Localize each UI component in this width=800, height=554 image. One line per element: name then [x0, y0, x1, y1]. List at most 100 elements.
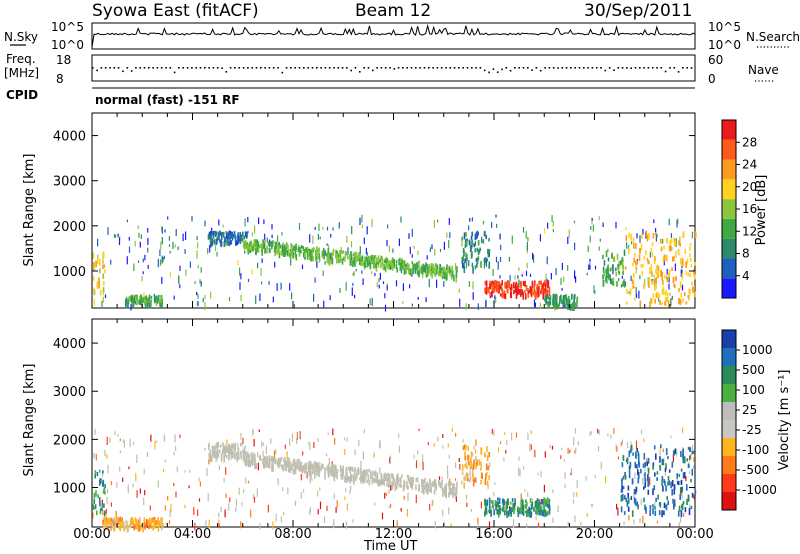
data-cell	[360, 468, 362, 475]
data-cell	[684, 292, 686, 297]
data-cell	[553, 298, 556, 304]
speckle	[594, 290, 596, 294]
speckle	[454, 478, 457, 481]
y-tick-label: 2000	[53, 220, 86, 235]
data-cell	[392, 476, 395, 482]
data-cell	[96, 472, 99, 477]
data-cell	[522, 281, 525, 286]
data-cell	[680, 510, 683, 518]
speckle	[92, 512, 94, 519]
speckle	[347, 247, 349, 255]
data-cell	[510, 287, 512, 293]
data-cell	[540, 505, 543, 511]
data-cell	[480, 461, 482, 466]
speckle	[482, 220, 485, 225]
speckle	[567, 521, 569, 529]
data-cell	[687, 496, 690, 502]
data-cell	[635, 262, 638, 269]
data-cell	[630, 233, 632, 241]
data-cell	[372, 477, 375, 482]
data-cell	[299, 463, 302, 468]
speckle	[354, 449, 356, 456]
data-cell	[488, 249, 491, 253]
data-cell	[470, 465, 472, 470]
data-cell	[678, 473, 681, 477]
data-cell	[401, 474, 403, 478]
freq-dot	[255, 67, 258, 69]
speckle	[398, 433, 400, 438]
speckle	[597, 428, 599, 434]
speckle	[402, 283, 404, 291]
data-cell	[633, 497, 636, 504]
colorbar-cell	[722, 278, 736, 298]
data-cell	[524, 503, 527, 509]
colorbar-tick-label: 12	[742, 224, 757, 238]
data-cell	[518, 289, 520, 294]
freq-dot	[475, 67, 477, 69]
data-cell	[667, 456, 669, 460]
data-cell	[293, 458, 295, 465]
speckle	[653, 274, 655, 278]
speckle	[529, 273, 532, 277]
speckle	[465, 494, 468, 500]
data-cell	[363, 260, 366, 265]
data-cell	[567, 303, 569, 308]
speckle	[362, 451, 364, 460]
data-cell	[503, 499, 505, 506]
data-cell	[376, 475, 379, 481]
data-cell	[267, 462, 269, 468]
data-cell	[509, 501, 512, 505]
data-cell	[109, 518, 111, 525]
data-cell	[463, 249, 465, 257]
speckle	[107, 227, 109, 235]
speckle	[452, 483, 454, 489]
data-cell	[293, 469, 295, 475]
data-cell	[606, 279, 608, 284]
data-cell	[673, 451, 675, 456]
freq-dot	[247, 67, 249, 69]
speckle	[443, 241, 445, 250]
freq-dot	[320, 67, 322, 69]
speckle	[400, 216, 402, 223]
freq-dot	[613, 69, 615, 71]
data-cell	[487, 251, 490, 258]
data-cell	[663, 479, 665, 484]
y-tick-label: 1000	[53, 265, 86, 280]
noise-panel	[91, 22, 696, 50]
data-cell	[403, 260, 406, 266]
data-cell	[453, 274, 455, 282]
data-cell	[667, 300, 670, 308]
freq-dot	[522, 67, 525, 69]
data-cell	[605, 268, 607, 275]
freq-dot	[587, 67, 589, 69]
speckle	[633, 519, 635, 525]
data-cell	[434, 483, 436, 489]
data-cell	[477, 231, 479, 236]
speckle	[105, 508, 107, 515]
data-cell	[651, 271, 653, 277]
data-cell	[359, 477, 361, 481]
data-cell	[369, 262, 372, 269]
speckle	[340, 247, 342, 255]
speckle	[161, 255, 163, 264]
speckle	[164, 459, 166, 463]
colorbar-cell	[722, 238, 736, 259]
data-cell	[491, 280, 494, 285]
speckle	[687, 295, 689, 299]
data-cell	[240, 234, 243, 241]
data-cell	[299, 248, 301, 253]
data-cell	[485, 463, 488, 471]
data-cell	[633, 243, 635, 249]
data-cell	[159, 301, 161, 307]
data-cell	[256, 244, 259, 251]
colorbar-tick-label: 4	[742, 269, 750, 283]
colorbar-tick-label: 24	[742, 158, 757, 172]
freq-dot	[492, 68, 495, 70]
speckle	[642, 477, 644, 485]
speckle	[204, 447, 206, 451]
data-cell	[304, 252, 306, 258]
data-cell	[428, 263, 431, 271]
data-cell	[649, 505, 652, 510]
data-cell	[232, 234, 234, 238]
